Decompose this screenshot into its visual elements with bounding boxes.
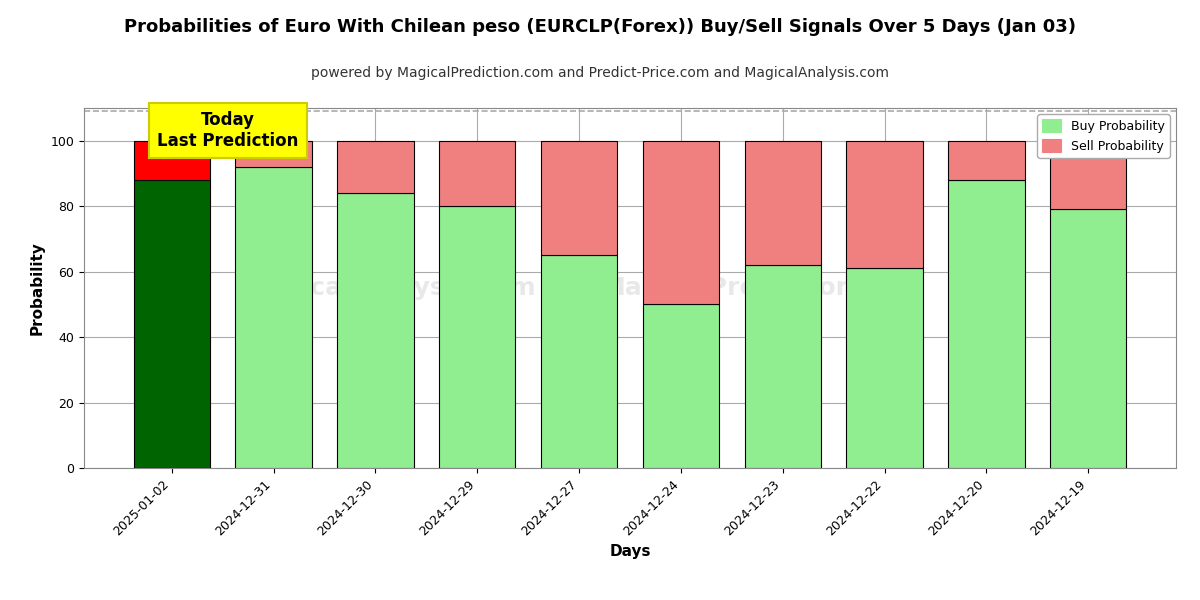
- Text: MagicalAnalysis.com: MagicalAnalysis.com: [242, 276, 536, 300]
- Bar: [643, 304, 719, 468]
- X-axis label: Days: Days: [610, 544, 650, 559]
- Bar: [541, 255, 617, 468]
- Y-axis label: Probability: Probability: [30, 241, 44, 335]
- Text: Today
Last Prediction: Today Last Prediction: [157, 111, 299, 150]
- Bar: [1050, 209, 1127, 468]
- Bar: [133, 180, 210, 468]
- Bar: [235, 141, 312, 167]
- Text: powered by MagicalPrediction.com and Predict-Price.com and MagicalAnalysis.com: powered by MagicalPrediction.com and Pre…: [311, 66, 889, 80]
- Bar: [439, 206, 516, 468]
- Text: MagicalPrediction.com: MagicalPrediction.com: [600, 276, 922, 300]
- Text: Probabilities of Euro With Chilean peso (EURCLP(Forex)) Buy/Sell Signals Over 5 : Probabilities of Euro With Chilean peso …: [124, 18, 1076, 36]
- Bar: [948, 141, 1025, 180]
- Bar: [846, 268, 923, 468]
- Bar: [337, 193, 414, 468]
- Bar: [235, 167, 312, 468]
- Bar: [643, 141, 719, 304]
- Bar: [948, 180, 1025, 468]
- Bar: [133, 141, 210, 180]
- Bar: [744, 141, 821, 265]
- Legend: Buy Probability, Sell Probability: Buy Probability, Sell Probability: [1037, 114, 1170, 158]
- Bar: [744, 265, 821, 468]
- Bar: [846, 141, 923, 268]
- Bar: [1050, 141, 1127, 209]
- Bar: [541, 141, 617, 255]
- Bar: [337, 141, 414, 193]
- Bar: [439, 141, 516, 206]
